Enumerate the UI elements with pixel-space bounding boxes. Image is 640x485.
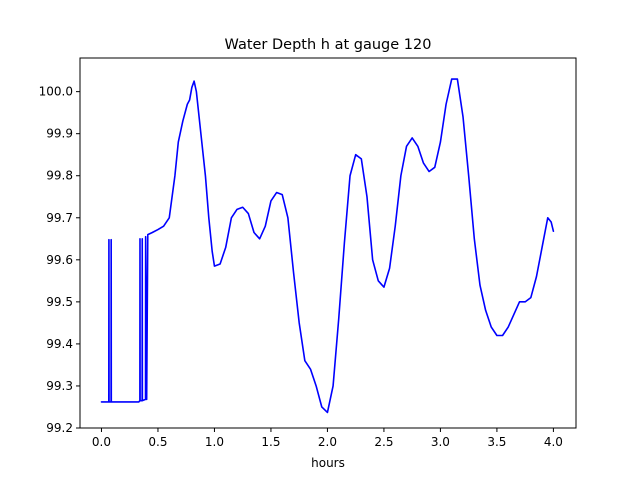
plot-frame (79, 57, 577, 429)
y-tick-label: 99.8 (46, 169, 73, 183)
y-axis-ticks: 99.2 99.3 99.4 99.5 99.6 99.7 99.8 99.9 100.0 (39, 85, 80, 435)
y-tick-label: 100.0 (39, 85, 73, 99)
x-tick-label: 2.5 (374, 435, 393, 449)
x-tick-label: 3.5 (487, 435, 506, 449)
x-tick-label: 4.0 (544, 435, 563, 449)
y-tick-label: 99.6 (46, 253, 73, 267)
x-tick-label: 0.0 (92, 435, 111, 449)
x-tick-label: 1.5 (261, 435, 280, 449)
x-tick-label: 1.0 (205, 435, 224, 449)
y-tick-label: 99.9 (46, 127, 73, 141)
plot-area (80, 58, 576, 428)
x-tick-label: 0.5 (148, 435, 167, 449)
y-tick-label: 99.7 (46, 211, 73, 225)
series-line-0 (100, 78, 555, 414)
x-tick-label: 2.0 (318, 435, 337, 449)
y-tick-label: 99.4 (46, 337, 73, 351)
y-tick-label: 99.2 (46, 421, 73, 435)
chart-title: Water Depth h at gauge 120 (225, 37, 432, 53)
x-tick-label: 3.0 (431, 435, 450, 449)
x-axis-label: hours (311, 456, 345, 470)
y-tick-label: 99.5 (46, 295, 73, 309)
x-axis-ticks: 0.0 0.5 1.0 1.5 2.0 2.5 3.0 3.5 4.0 (92, 428, 563, 449)
y-tick-label: 99.3 (46, 379, 73, 393)
series-layer (100, 78, 555, 414)
